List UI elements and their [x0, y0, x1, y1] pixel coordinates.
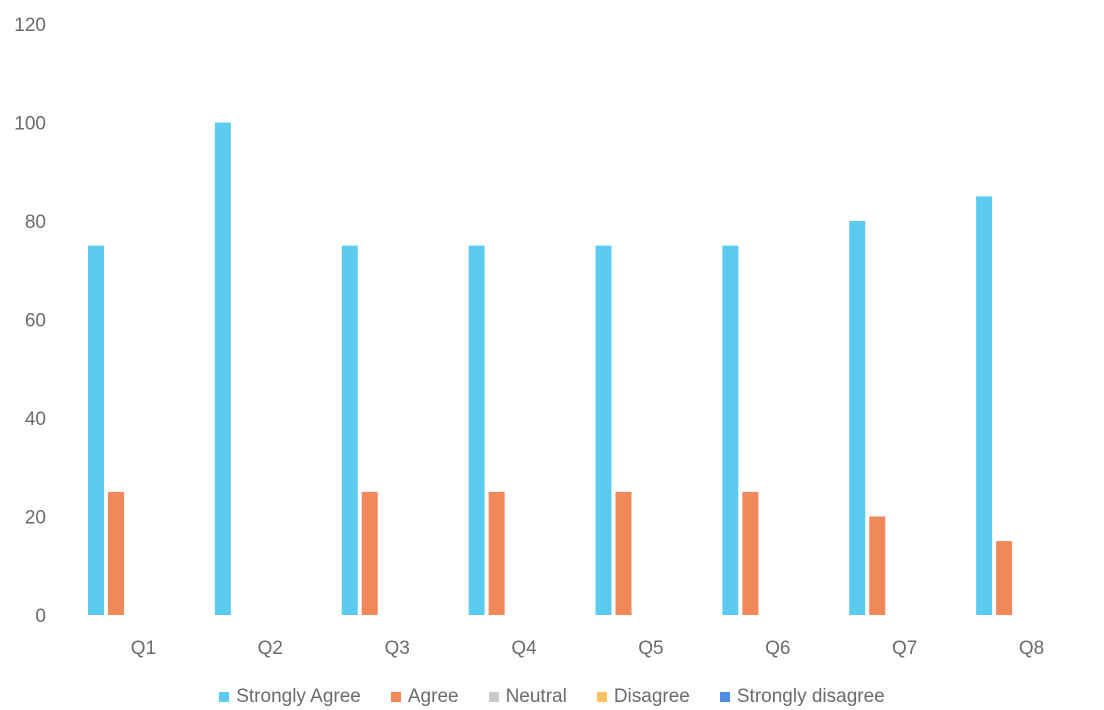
bar-agree-q3 — [361, 491, 378, 615]
legend-swatch — [488, 692, 499, 702]
bar-strongly-agree-q2 — [214, 122, 231, 615]
legend: Strongly Agree Agree Neutral Disagree Strong… — [0, 684, 1104, 710]
y-tick-label: 60 — [25, 311, 46, 332]
legend-item: Agree — [390, 686, 459, 708]
bar-strongly-agree-q4 — [468, 245, 485, 615]
bar-strongly-agree-q3 — [341, 245, 358, 615]
legend-swatch — [390, 692, 401, 702]
legend-swatch — [719, 692, 730, 702]
legend-item: Neutral — [488, 686, 567, 708]
legend-item: Strongly Agree — [219, 686, 361, 708]
bar-strongly-agree-q8 — [976, 196, 993, 615]
legend-item: Strongly disagree — [719, 686, 885, 708]
bar-agree-q5 — [615, 491, 632, 615]
y-tick-label: 40 — [25, 409, 46, 430]
legend-label: Agree — [407, 686, 459, 707]
x-tick-label: Q6 — [765, 638, 790, 659]
y-tick-label: 100 — [14, 114, 46, 135]
y-tick-label: 80 — [25, 212, 46, 233]
bar-strongly-agree-q5 — [595, 245, 612, 615]
x-tick-label: Q1 — [131, 638, 156, 659]
x-tick-label: Q4 — [511, 638, 537, 659]
legend-item: Disagree — [596, 686, 690, 708]
x-axis-tick-labels: Q1 Q2 Q3 Q4 Q5 Q6 Q7 Q8 — [131, 638, 1044, 659]
legend-swatch — [219, 692, 230, 702]
x-tick-label: Q7 — [892, 638, 917, 659]
x-tick-label: Q2 — [258, 638, 283, 659]
bar-agree-q4 — [488, 491, 505, 615]
y-tick-label: 0 — [35, 606, 46, 627]
legend-label: Disagree — [613, 686, 690, 707]
bar-agree-q1 — [108, 491, 124, 615]
legend-swatch — [596, 692, 607, 702]
y-axis-tick-labels: 0 20 40 60 80 100 120 — [14, 15, 46, 627]
y-tick-label: 20 — [25, 508, 46, 529]
y-tick-label: 120 — [14, 15, 46, 36]
legend-label: Strongly disagree — [736, 686, 885, 707]
bar-strongly-agree-q6 — [722, 245, 739, 615]
bar-agree-q8 — [996, 541, 1013, 615]
legend-label: Strongly Agree — [236, 686, 361, 707]
x-tick-label: Q8 — [1019, 638, 1044, 659]
bar-agree-q7 — [869, 516, 886, 615]
legend-label: Neutral — [505, 686, 567, 707]
bar-strongly-agree-q1 — [88, 245, 104, 615]
x-tick-label: Q5 — [638, 638, 663, 659]
x-tick-label: Q3 — [385, 638, 410, 659]
bar-agree-q6 — [742, 491, 759, 615]
bar-strongly-agree-q7 — [849, 221, 866, 615]
bars-layer — [88, 122, 1013, 615]
